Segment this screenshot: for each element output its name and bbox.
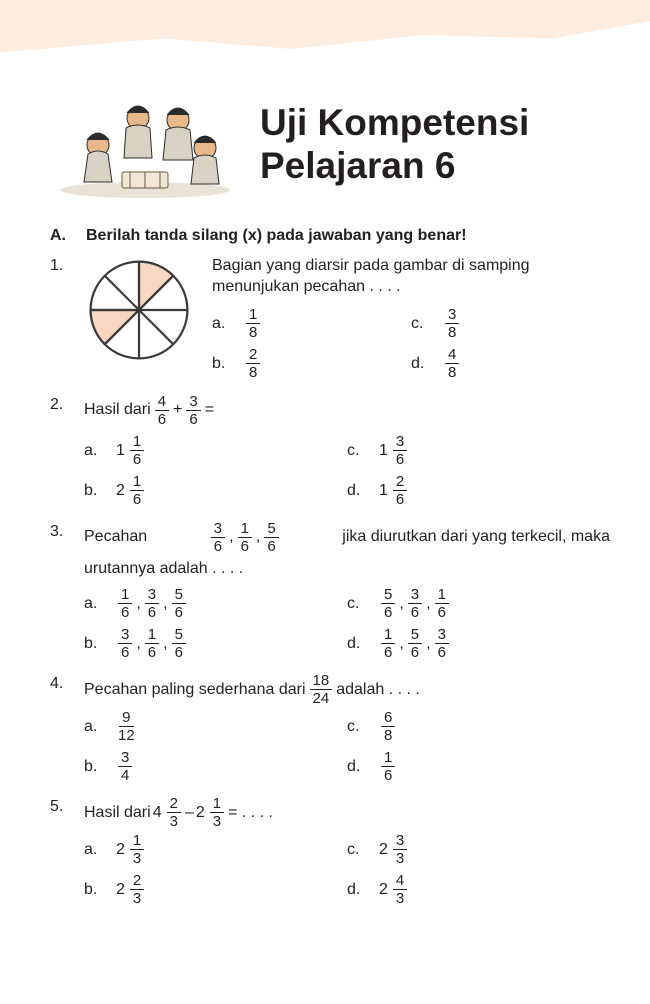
q3-option-a: a. 16, 36, 56	[84, 583, 347, 623]
q3-stem: Pecahan 36, 16, 56 jika diurutkan dari y…	[84, 521, 610, 554]
question-4: 4. Pecahan paling sederhana dari 1824 ad…	[50, 673, 610, 786]
question-1: 1. Bagian yang diarsir pada gambar di sa…	[50, 255, 610, 384]
section-letter: A.	[50, 225, 68, 247]
q1-option-b: b. 28	[212, 344, 411, 384]
q4-option-d: d. 16	[347, 746, 610, 786]
q3-option-d: d. 16, 56, 36	[347, 623, 610, 663]
q2-option-d: d. 126	[347, 471, 610, 511]
question-3: 3. Pecahan 36, 16, 56 jika diurutkan dar…	[50, 521, 610, 664]
header-wave	[0, 0, 650, 70]
q1-number: 1.	[50, 255, 72, 384]
q5-stem: Hasil dari 423 – 213 = . . . .	[84, 796, 273, 829]
q2-option-c: c. 136	[347, 431, 610, 471]
question-5: 5. Hasil dari 423 – 213 = . . . . a. 213…	[50, 796, 610, 909]
q3-option-b: b. 36, 16, 56	[84, 623, 347, 663]
q2-option-a: a. 116	[84, 431, 347, 471]
q5-option-a: a. 213	[84, 829, 347, 869]
q1-option-a: a. 18	[212, 304, 411, 344]
title-line2: Pelajaran 6	[260, 145, 529, 188]
q4-stem: Pecahan paling sederhana dari 1824 adala…	[84, 673, 420, 706]
q5-option-c: c. 233	[347, 829, 610, 869]
q5-option-b: b. 223	[84, 869, 347, 909]
q5-number: 5.	[50, 796, 72, 909]
q2-number: 2.	[50, 394, 72, 511]
q4-number: 4.	[50, 673, 72, 786]
q3-number: 3.	[50, 521, 72, 664]
page-title: Uji Kompetensi Pelajaran 6	[260, 102, 529, 187]
q4-option-a: a. 912	[84, 706, 347, 746]
q1-option-c: c. 38	[411, 304, 610, 344]
q5-option-d: d. 243	[347, 869, 610, 909]
q4-option-b: b. 34	[84, 746, 347, 786]
q1-text: Bagian yang diarsir pada gambar di sampi…	[212, 255, 610, 298]
q2-stem: Hasil dari 46 + 36 =	[84, 394, 214, 427]
q1-option-d: d. 48	[411, 344, 610, 384]
q4-option-c: c. 68	[347, 706, 610, 746]
q2-option-b: b. 216	[84, 471, 347, 511]
content: A. Berilah tanda silang (x) pada jawaban…	[50, 225, 610, 919]
q3-stem2: urutannya adalah . . . .	[84, 558, 610, 580]
q3-option-c: c. 56, 36, 16	[347, 583, 610, 623]
students-illustration	[50, 90, 240, 200]
header: Uji Kompetensi Pelajaran 6	[50, 90, 610, 200]
instruction-text: Berilah tanda silang (x) pada jawaban ya…	[86, 225, 467, 247]
title-line1: Uji Kompetensi	[260, 102, 529, 145]
section-instruction: A. Berilah tanda silang (x) pada jawaban…	[50, 225, 610, 247]
question-2: 2. Hasil dari 46 + 36 = a. 116 c. 136	[50, 394, 610, 511]
pie-chart	[84, 255, 194, 365]
